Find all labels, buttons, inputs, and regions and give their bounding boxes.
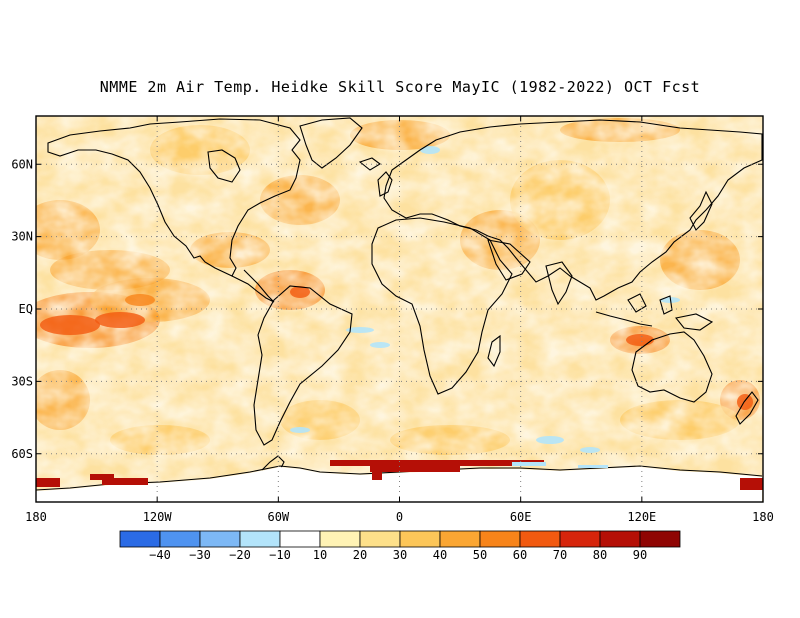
- colorbar-label: 90: [633, 548, 647, 562]
- colorbar-label: −30: [189, 548, 211, 562]
- colorbar-swatch: [239, 530, 281, 548]
- colorbar-label: −20: [229, 548, 251, 562]
- skill-hotspot: [95, 312, 145, 328]
- colorbar-swatch: [639, 530, 681, 548]
- coast-iceland: [358, 157, 381, 171]
- colorbar-label: 20: [353, 548, 367, 562]
- coast-new-zealand: [735, 391, 759, 425]
- colorbar-label: −40: [149, 548, 171, 562]
- map-title: NMME 2m Air Temp. Heidke Skill Score May…: [99, 78, 701, 96]
- field-mottle: [36, 116, 763, 502]
- colorbar-label: 60: [513, 548, 527, 562]
- colorbar-swatch: [279, 530, 321, 548]
- lat-tick-label: 30N: [11, 230, 33, 244]
- lon-tick-label: 60W: [267, 510, 289, 524]
- coast-hudson-bay: [207, 149, 241, 183]
- lat-axis: 60N 30N EQ 30S 60S: [11, 157, 763, 461]
- lat-tick-label: 60N: [11, 157, 33, 171]
- coast-british-isles: [377, 171, 393, 197]
- lat-tick-label: 60S: [11, 447, 33, 461]
- coast-greenland: [299, 117, 363, 169]
- coast-central-america: [231, 269, 275, 303]
- lat-tick-label: EQ: [19, 302, 33, 316]
- lon-tick-label: 120W: [143, 510, 173, 524]
- colorbar-label: 50: [473, 548, 487, 562]
- skill-hotspot: [40, 315, 100, 335]
- lon-tick-label: 180: [752, 510, 774, 524]
- colorbar-swatch: [519, 530, 561, 548]
- lon-tick-label: 180: [25, 510, 47, 524]
- lon-tick-label: 60E: [510, 510, 532, 524]
- graticule: [36, 116, 763, 502]
- skill-negative-patch: [346, 327, 374, 333]
- antarctic-light-strips: [512, 462, 608, 468]
- colorbar-swatch: [479, 530, 521, 548]
- coast-australia: [631, 331, 713, 403]
- skill-negative-patch: [536, 436, 564, 444]
- colorbar-label: 80: [593, 548, 607, 562]
- colorbar-label: 40: [433, 548, 447, 562]
- coast-africa: [371, 217, 513, 395]
- skill-hotspot: [626, 334, 654, 346]
- skill-negative-patch: [580, 447, 600, 453]
- colorbar-swatch: [359, 530, 401, 548]
- coast-eurasia: [383, 119, 763, 301]
- coast-india: [545, 261, 573, 306]
- colorbar-label: 30: [393, 548, 407, 562]
- colorbar: −40 −30 −20 −10 10 20 30 40 50 60 70 80 90: [119, 530, 681, 562]
- colorbar-swatch: [199, 530, 241, 548]
- colorbar-label: −10: [269, 548, 291, 562]
- colorbar-swatch: [159, 530, 201, 548]
- skill-field-hotspots: [40, 146, 753, 453]
- coast-south-america: [253, 285, 353, 446]
- antarctica-land: [36, 467, 762, 502]
- skill-negative-patch: [290, 427, 310, 433]
- colorbar-swatch: [319, 530, 361, 548]
- coast-madagascar: [487, 334, 501, 368]
- lon-axis: 180 120W 60W 0 60E 120E 180: [25, 116, 774, 524]
- colorbar-swatch: [399, 530, 441, 548]
- skill-hotspot: [125, 294, 155, 306]
- coast-indonesia: [595, 293, 714, 331]
- skill-hotspot: [737, 394, 753, 410]
- antarctic-coast-strips: [36, 460, 763, 490]
- colorbar-swatch: [119, 530, 161, 548]
- coast-arabia: [487, 239, 531, 281]
- coast-japan: [689, 190, 713, 231]
- colorbar-label: 70: [553, 548, 567, 562]
- skill-hotspot: [290, 286, 310, 298]
- lat-tick-label: 30S: [11, 374, 33, 388]
- lon-tick-label: 0: [396, 510, 403, 524]
- skill-negative-patch: [370, 342, 390, 348]
- colorbar-swatch: [559, 530, 601, 548]
- lon-tick-label: 120E: [627, 510, 656, 524]
- colorbar-label: 10: [313, 548, 327, 562]
- colorbar-swatch: [439, 530, 481, 548]
- skill-negative-patch: [420, 146, 440, 154]
- colorbar-swatch: [599, 530, 641, 548]
